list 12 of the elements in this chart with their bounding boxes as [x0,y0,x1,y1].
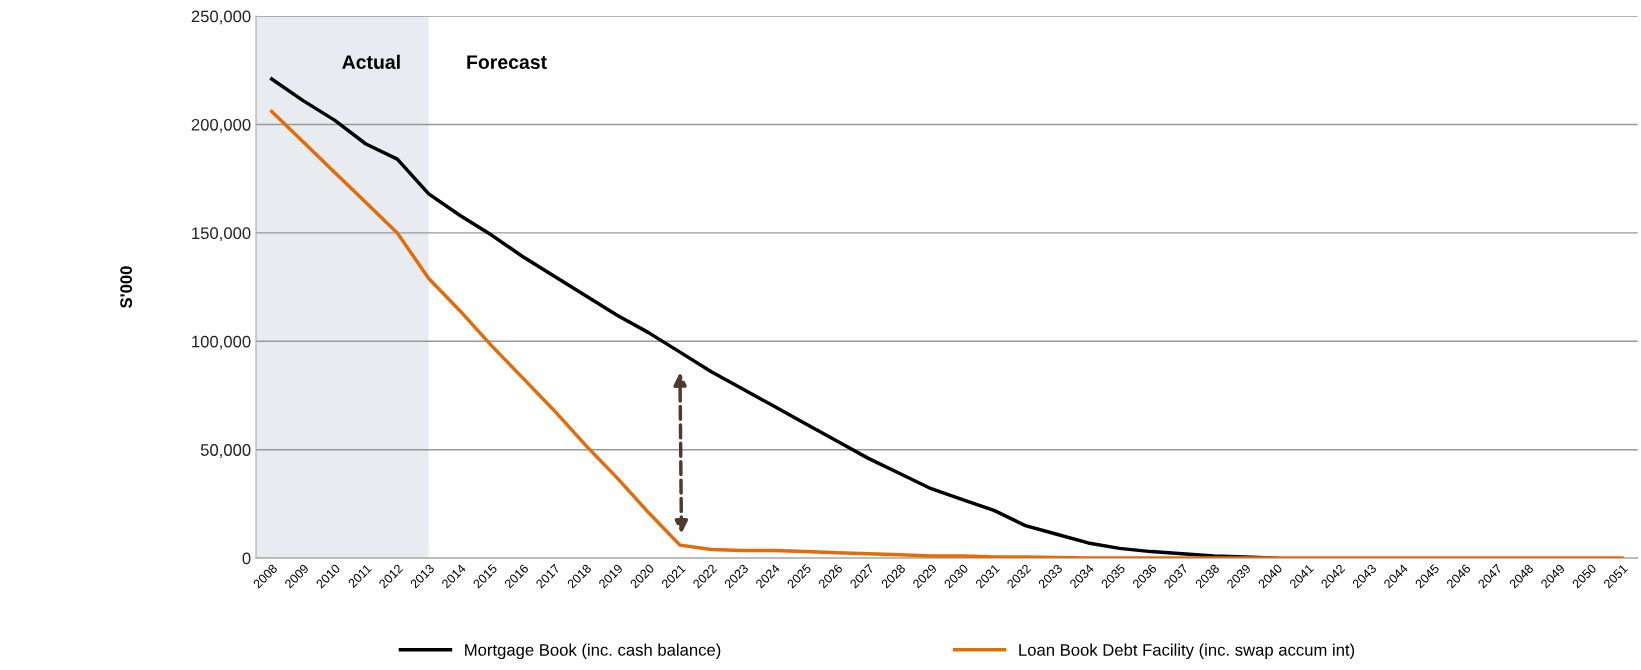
y-tick-label: 200,000 [191,118,251,133]
y-tick-label: 50,000 [200,444,251,458]
annotation: Actual [342,54,400,69]
annotation: Forecast [467,55,547,69]
line-series [269,109,1624,559]
y-tick-label: 0 [242,552,251,565]
legend-label: Mortgage Book (inc. cash balance) [465,643,721,660]
y-axis-title: S'000 [120,266,133,309]
y-tick-label: 150,000 [192,227,251,242]
legend-label: Loan Book Debt Facility (inc. swap accum int) [1019,643,1355,660]
y-tick-label: 100,000 [192,335,251,350]
y-tick-label: 250,000 [191,10,251,25]
